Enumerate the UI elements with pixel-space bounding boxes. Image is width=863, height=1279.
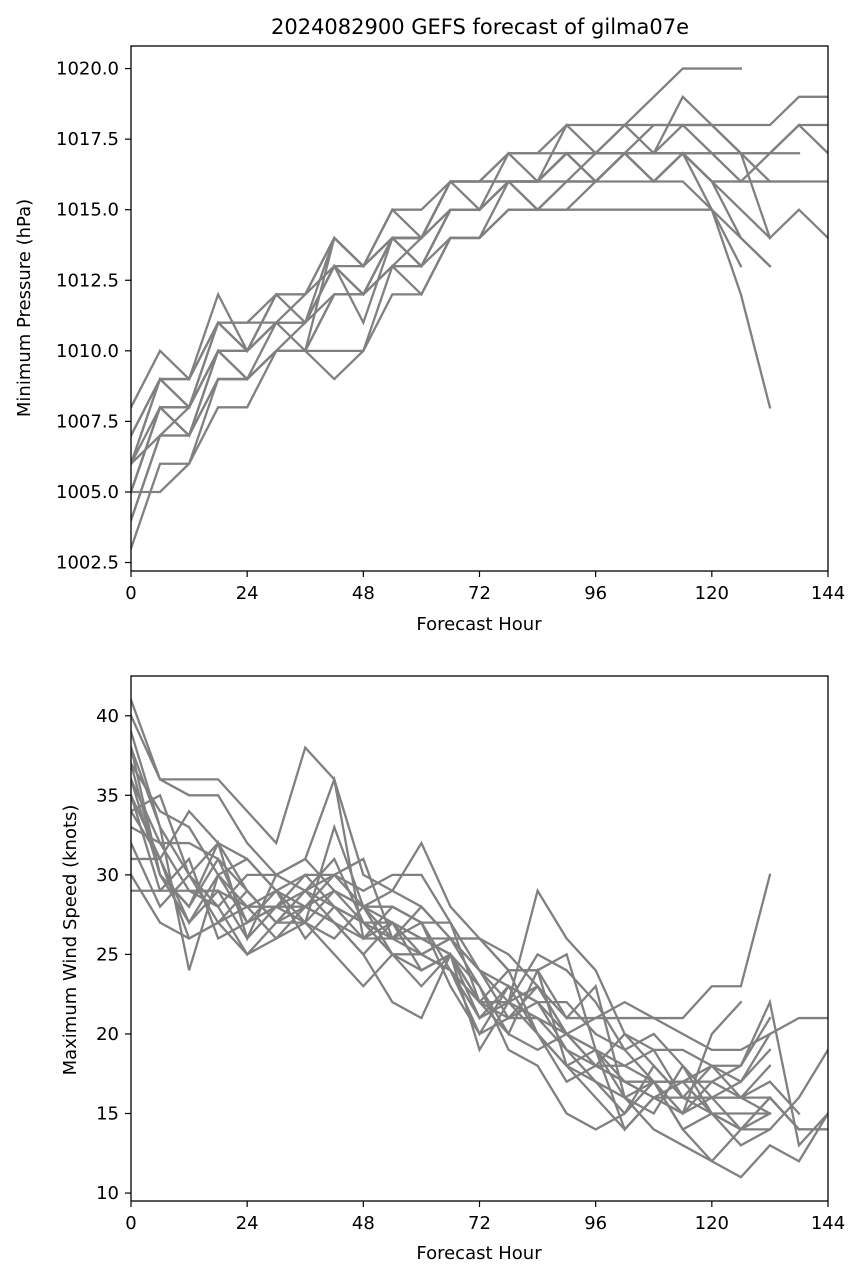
pressure-plot-area: 0 24 48 72 96 120 144 1002.5 1005.0 1007.5 1010.0 1… <box>56 45 845 604</box>
chart-title: 2024082900 GEFS forecast of gilma07e <box>271 15 689 39</box>
wind-xtick-label: 48 <box>352 1213 375 1234</box>
wind-xtick-label: 24 <box>236 1213 259 1234</box>
wind-ytick-label: 40 <box>96 706 119 727</box>
wind-series-line-17 <box>131 873 772 1147</box>
wind-series-group <box>131 698 828 1179</box>
wind-ytick-label: 30 <box>96 865 119 886</box>
pressure-xlabel: Forecast Hour <box>416 614 542 635</box>
wind-series-line-6 <box>131 777 801 1132</box>
pressure-xtick-label: 120 <box>695 583 729 604</box>
pressure-chart: 2024082900 GEFS forecast of gilma07e 0 24… <box>14 15 845 635</box>
wind-ytick-label: 25 <box>96 944 119 965</box>
pressure-ytick-label: 1017.5 <box>56 129 119 150</box>
wind-xtick-label: 0 <box>125 1213 136 1234</box>
wind-chart: 0 24 48 72 96 120 144 10 15 20 25 30 35 40 Forecast H… <box>60 675 845 1264</box>
wind-xtick-label: 144 <box>811 1213 845 1234</box>
wind-series-line-15 <box>131 857 772 1116</box>
pressure-ytick-label: 1005.0 <box>56 482 119 503</box>
wind-xtick-label: 72 <box>468 1213 491 1234</box>
wind-ytick-label: 10 <box>96 1183 119 1204</box>
pressure-ytick-label: 1010.0 <box>56 341 119 362</box>
pressure-series-line-13 <box>131 180 772 466</box>
wind-xtick-label: 120 <box>695 1213 729 1234</box>
pressure-series-group <box>131 67 828 550</box>
pressure-ytick-label: 1015.0 <box>56 200 119 221</box>
pressure-ytick-label: 1002.5 <box>56 553 119 574</box>
wind-series-line-2 <box>131 714 772 1163</box>
wind-ytick-label: 35 <box>96 785 119 806</box>
pressure-ytick-label: 1020.0 <box>56 59 119 80</box>
wind-series-line-7 <box>131 793 801 1132</box>
pressure-xtick-label: 96 <box>584 583 607 604</box>
pressure-xtick-label: 72 <box>468 583 491 604</box>
pressure-xtick-label: 0 <box>125 583 136 604</box>
wind-ylabel: Maximum Wind Speed (knots) <box>60 805 81 1076</box>
wind-ytick-label: 20 <box>96 1024 119 1045</box>
pressure-ytick-label: 1012.5 <box>56 270 119 291</box>
wind-plot-area: 0 24 48 72 96 120 144 10 15 20 25 30 35 40 <box>96 675 845 1234</box>
wind-ytick-label: 15 <box>96 1104 119 1125</box>
pressure-ytick-label: 1007.5 <box>56 411 119 432</box>
pressure-xtick-label: 144 <box>811 583 845 604</box>
wind-xtick-label: 96 <box>584 1213 607 1234</box>
pressure-xtick-label: 48 <box>352 583 375 604</box>
pressure-xtick-label: 24 <box>236 583 259 604</box>
wind-xlabel: Forecast Hour <box>416 1243 542 1264</box>
pressure-ylabel: Minimum Pressure (hPa) <box>14 199 35 417</box>
pressure-series-line-14 <box>131 152 772 494</box>
wind-series-line-18 <box>131 746 743 1132</box>
